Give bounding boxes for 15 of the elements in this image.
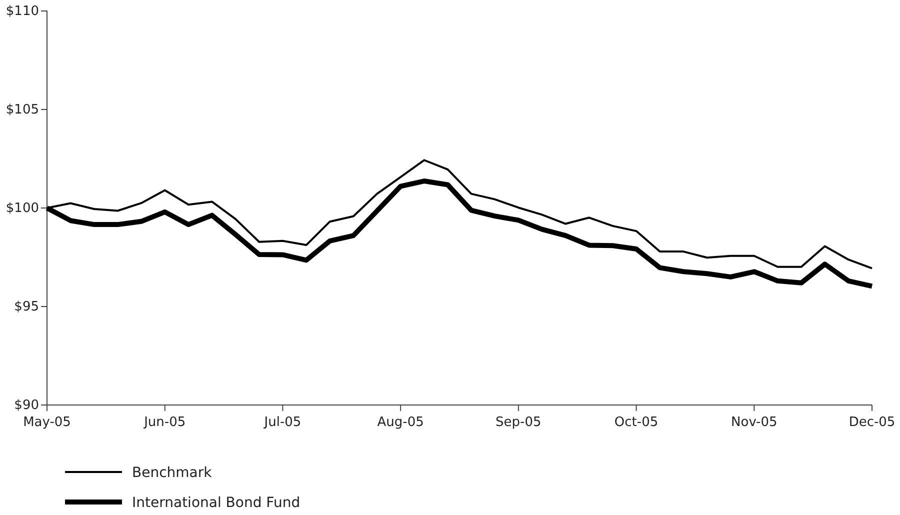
- y-tick-label: $100: [6, 201, 39, 216]
- y-tick-label: $95: [14, 300, 39, 315]
- x-tick-label: Jul-05: [263, 415, 302, 430]
- y-tick-label: $105: [6, 102, 39, 118]
- x-tick-label: Jun-05: [143, 415, 186, 430]
- x-tick-label: Aug-05: [377, 415, 424, 430]
- x-tick-label: Sep-05: [496, 415, 542, 430]
- x-tick-label: Dec-05: [848, 415, 896, 430]
- x-tick-label: Nov-05: [731, 415, 778, 430]
- y-tick-label: $90: [14, 398, 39, 414]
- x-tick-label: Oct-05: [614, 415, 658, 430]
- legend-label: Benchmark: [132, 464, 213, 481]
- x-tick-label: May-05: [23, 415, 71, 430]
- legend-label: International Bond Fund: [132, 494, 300, 511]
- y-tick-label: $110: [6, 4, 39, 20]
